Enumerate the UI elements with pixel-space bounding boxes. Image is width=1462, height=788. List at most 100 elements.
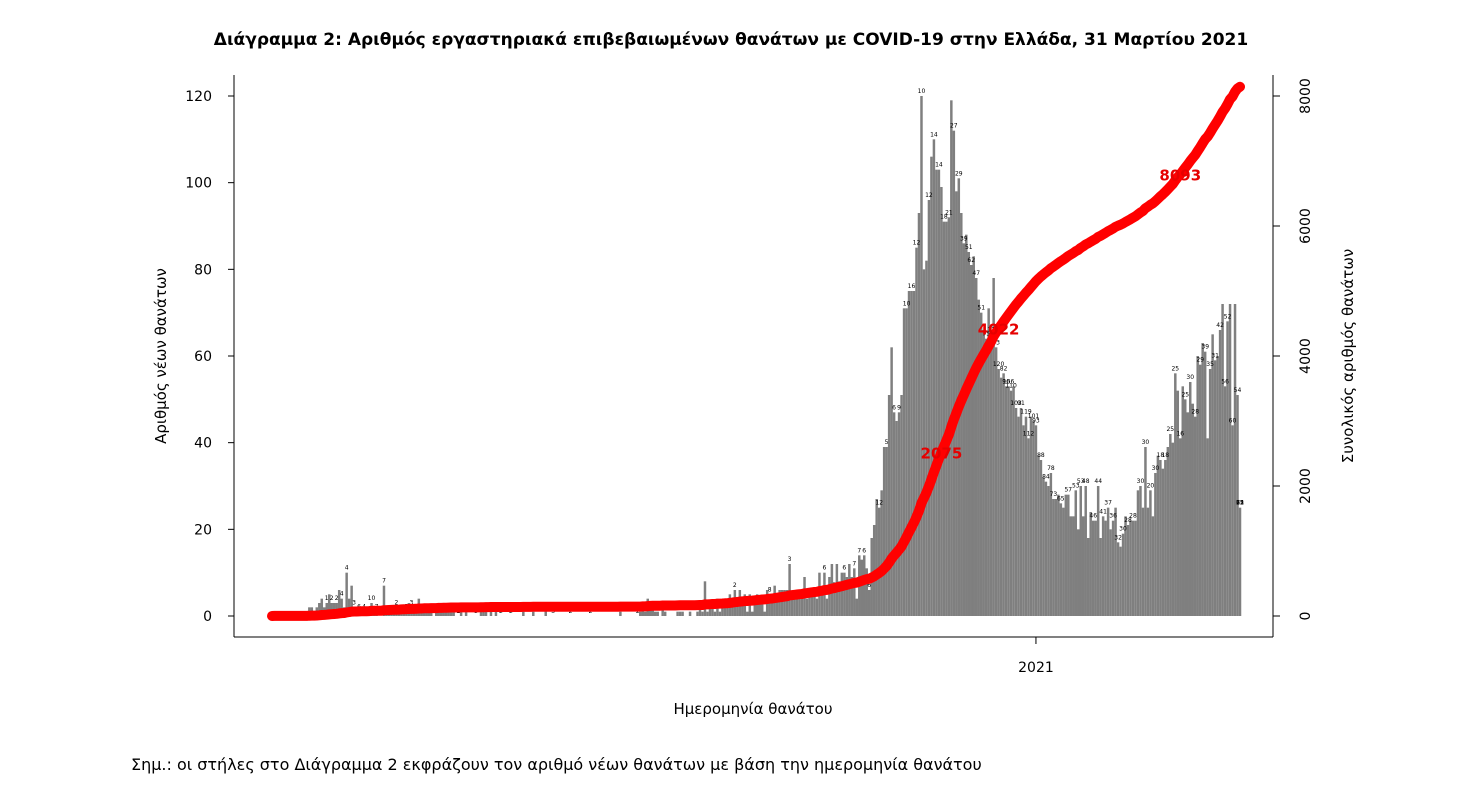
bar — [997, 369, 1000, 616]
bar — [1022, 425, 1025, 616]
bar-value-label: 84 — [1042, 474, 1050, 481]
bar — [1084, 486, 1087, 616]
y-tick-label-right: 2000 — [1298, 468, 1314, 504]
bar — [434, 611, 438, 616]
bar-value-label: 16 — [1176, 430, 1184, 437]
bar — [1179, 438, 1182, 616]
bar — [952, 130, 956, 617]
bar — [442, 611, 445, 616]
y-tick-label-right: 8000 — [1298, 78, 1314, 114]
bar — [1017, 416, 1020, 616]
bar-value-label: 88 — [1037, 452, 1045, 459]
bar — [1091, 520, 1095, 616]
bar-value-label: 54 — [1234, 387, 1242, 394]
bar — [696, 611, 699, 616]
bar-value-label: 51 — [1236, 500, 1244, 507]
bar — [967, 252, 971, 616]
bar — [1188, 382, 1192, 616]
bar — [718, 611, 722, 616]
bar — [1054, 499, 1058, 616]
bar — [897, 412, 901, 616]
bar-value-label: 31 — [1211, 352, 1219, 359]
bar — [853, 568, 856, 616]
bar — [756, 594, 759, 616]
bar-value-label: 72 — [1236, 500, 1244, 507]
bar — [1089, 512, 1092, 616]
bar — [651, 607, 654, 616]
bar — [701, 611, 704, 616]
bar — [532, 611, 535, 616]
cumulative-line — [267, 81, 1245, 621]
bar — [1231, 425, 1234, 616]
bar — [979, 312, 983, 616]
bar — [863, 555, 866, 616]
bar-value-label: 25 — [1166, 426, 1174, 433]
bar — [678, 611, 682, 616]
bar-value-label: 96 — [1002, 378, 1010, 385]
bar — [982, 330, 985, 616]
bar — [815, 598, 819, 616]
bar-value-label: 30 — [1152, 465, 1160, 472]
bar-value-label: 63 — [1236, 500, 1244, 507]
bar — [345, 572, 348, 616]
bar — [484, 611, 488, 616]
bar — [1029, 416, 1033, 616]
bar — [1009, 390, 1013, 616]
bar-value-label: 36 — [1109, 513, 1117, 520]
bar — [813, 594, 816, 616]
bar — [994, 347, 998, 616]
bar — [1012, 386, 1015, 616]
bar — [1134, 520, 1137, 616]
bar — [656, 611, 659, 616]
bar — [1019, 408, 1023, 616]
bar — [489, 611, 493, 616]
bar — [1052, 499, 1055, 616]
bar-value-label: 2 — [335, 595, 339, 602]
bar — [741, 598, 744, 616]
bar-value-label: 119 — [1020, 409, 1032, 416]
bar — [1109, 529, 1112, 616]
bar — [900, 395, 903, 616]
bar — [793, 598, 796, 616]
bar — [325, 603, 328, 616]
bar-value-label: 3 — [352, 599, 356, 606]
bar-value-label: 82 — [1000, 365, 1008, 372]
bar — [1139, 486, 1142, 616]
bar — [1099, 538, 1102, 616]
bar — [922, 269, 926, 616]
bar — [1059, 503, 1063, 616]
bar — [340, 598, 343, 616]
bar — [890, 347, 893, 616]
bar — [877, 507, 881, 616]
x-tick-label: 2021 — [1018, 660, 1054, 676]
bar-value-label: 78 — [1047, 465, 1055, 472]
bar-value-label: 28 — [1191, 409, 1199, 416]
bar-value-label: 3 — [409, 599, 413, 606]
bar-value-label: 2 — [733, 582, 737, 589]
bar — [867, 590, 871, 616]
bar — [984, 338, 988, 616]
bar — [415, 611, 418, 616]
bar — [1154, 473, 1157, 616]
bar — [1094, 520, 1097, 616]
bar — [920, 96, 923, 616]
bar — [706, 611, 709, 616]
bar-value-label: 12 — [875, 500, 883, 507]
bar — [1176, 390, 1180, 616]
bar-value-label: 73 — [1050, 491, 1058, 498]
bar — [960, 213, 963, 616]
bar-value-label: 8 — [768, 586, 772, 593]
bar-value-label: 52 — [1224, 313, 1232, 320]
bar — [676, 611, 679, 616]
bar-value-label: 47 — [972, 270, 980, 277]
bar-value-label: 25 — [1181, 391, 1189, 398]
bar-value-label: 75 — [982, 331, 990, 338]
bar — [1032, 421, 1035, 616]
bar-value-label: 10 — [918, 88, 926, 95]
bar — [1213, 360, 1217, 616]
bar-value-label: 51 — [977, 305, 985, 312]
bar — [1151, 516, 1155, 616]
bar — [785, 590, 789, 616]
bar-value-label: 9 — [897, 404, 901, 411]
bar — [965, 234, 968, 617]
